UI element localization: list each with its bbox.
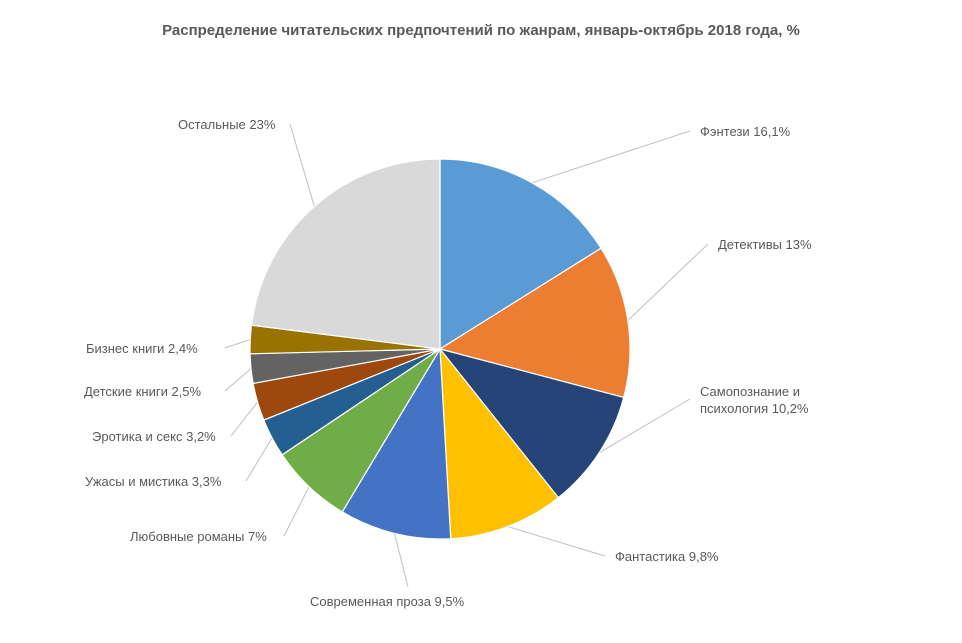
leader-line: [394, 533, 408, 587]
leader-line: [508, 527, 605, 556]
leader-line: [628, 244, 708, 320]
pie-slice: [251, 159, 440, 349]
slice-label: Ужасы и мистика 3,3%: [85, 474, 221, 491]
slice-label: Эротика и секс 3,2%: [92, 429, 216, 446]
leader-line: [290, 124, 314, 206]
slice-label: Детективы 13%: [718, 237, 812, 254]
leader-line: [225, 339, 250, 348]
leader-line: [532, 131, 690, 183]
slice-label: Самопознание ипсихология 10,2%: [700, 384, 840, 418]
chart-title: Распределение читательских предпочтений …: [0, 0, 962, 39]
leader-line: [225, 369, 251, 391]
slice-label: Бизнес книги 2,4%: [86, 341, 198, 358]
leader-line: [246, 438, 272, 481]
slice-label: Детские книги 2,5%: [84, 384, 201, 401]
slice-label: Любовные романы 7%: [130, 529, 267, 546]
leader-line: [231, 402, 258, 436]
slice-label: Современная проза 9,5%: [310, 594, 464, 611]
slice-label: Фантастика 9,8%: [615, 549, 719, 566]
slice-label: Фэнтези 16,1%: [700, 124, 790, 141]
leader-line: [284, 487, 309, 536]
pie-chart: Фэнтези 16,1% Детективы 13% Самопознание и…: [0, 39, 962, 619]
slice-label: Остальные 23%: [178, 117, 275, 134]
